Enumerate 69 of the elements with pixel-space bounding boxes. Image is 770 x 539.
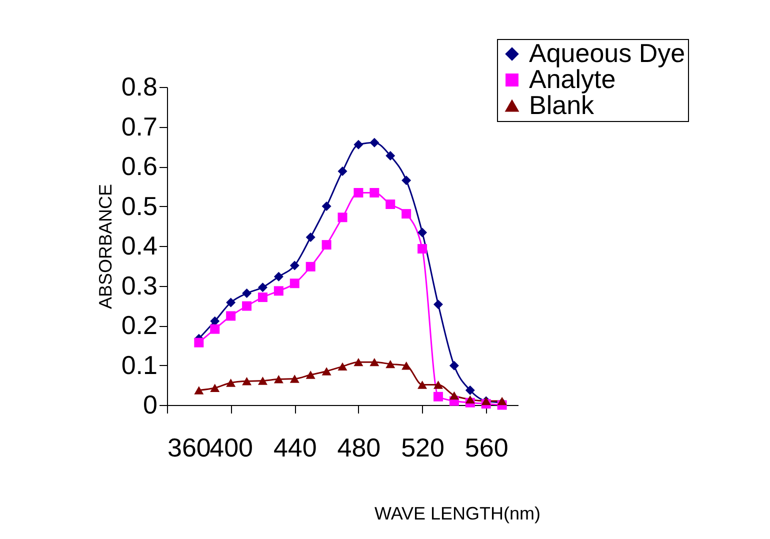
- point: [226, 311, 236, 321]
- point: [370, 138, 380, 148]
- point: [258, 292, 268, 302]
- point: [386, 151, 396, 161]
- y-tick-label: 0.3: [121, 270, 158, 300]
- point: [354, 358, 364, 366]
- point: [306, 232, 316, 242]
- point: [194, 386, 204, 394]
- y-tick-label: 0: [143, 390, 158, 420]
- point: [449, 391, 459, 400]
- point: [274, 272, 284, 282]
- point: [258, 282, 268, 292]
- point: [354, 188, 364, 198]
- point: [306, 262, 316, 272]
- point: [418, 380, 428, 389]
- legend-label: Aqueous Dye: [529, 38, 686, 68]
- x-tick-label: 360: [168, 432, 211, 462]
- point: [402, 209, 412, 219]
- point: [433, 300, 443, 310]
- point: [210, 384, 220, 392]
- point: [210, 324, 220, 334]
- y-tick-label: 0.8: [121, 72, 158, 102]
- y-axis-title: ABSORBANCE: [95, 184, 116, 310]
- point: [338, 166, 348, 176]
- y-tick-label: 0.5: [121, 190, 158, 221]
- point: [465, 395, 475, 404]
- point: [322, 240, 332, 250]
- point: [242, 288, 252, 298]
- point: [402, 362, 412, 370]
- x-axis-title: WAVE LENGTH(nm): [374, 504, 541, 524]
- point: [418, 244, 428, 254]
- point: [449, 360, 459, 370]
- point: [194, 338, 204, 348]
- y-tick-label: 0.2: [121, 310, 158, 340]
- point: [274, 286, 284, 296]
- point: [274, 375, 284, 384]
- point: [386, 200, 396, 210]
- point: [242, 377, 252, 386]
- y-tick-label: 0.6: [121, 151, 158, 181]
- point: [354, 140, 364, 150]
- y-tick-label: 0.7: [121, 111, 158, 142]
- point: [370, 358, 380, 366]
- point: [306, 370, 316, 379]
- point: [402, 176, 412, 186]
- point: [242, 301, 252, 311]
- point: [258, 376, 268, 385]
- y-tick-label: 0.4: [121, 230, 158, 260]
- point: [322, 367, 332, 376]
- point: [386, 360, 396, 368]
- x-tick-label: 560: [464, 432, 508, 462]
- point: [290, 260, 300, 270]
- x-tick-label: 480: [337, 432, 381, 462]
- point: [338, 212, 348, 222]
- x-tick-label: 520: [401, 432, 444, 462]
- point: [418, 228, 428, 238]
- point: [322, 202, 332, 211]
- point: [290, 278, 300, 288]
- point: [433, 380, 443, 389]
- x-tick-label: 440: [273, 432, 317, 462]
- point: [338, 362, 348, 371]
- y-tick-label: 0.1: [121, 350, 158, 380]
- point: [465, 386, 475, 396]
- point: [433, 392, 443, 402]
- point: [210, 316, 220, 326]
- point: [370, 188, 380, 198]
- x-tick-label: 400: [210, 432, 254, 462]
- point: [226, 298, 236, 308]
- point: [226, 378, 236, 387]
- point: [290, 374, 300, 383]
